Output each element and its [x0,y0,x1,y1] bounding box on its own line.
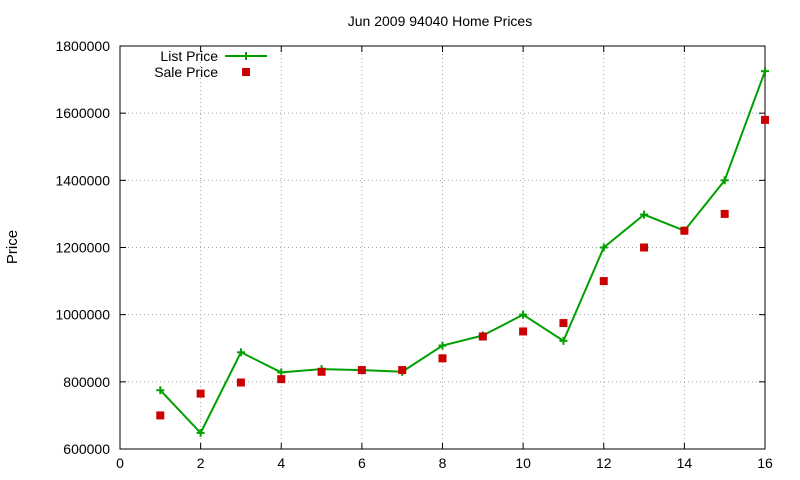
list-price-point [438,341,447,350]
list-price-point [761,67,769,76]
sale-price-point [640,243,649,252]
sale-price-point [478,332,487,341]
list-price-point [277,368,286,377]
sale-price-point [680,226,689,235]
y-tick-label: 1600000 [55,105,110,121]
list-price-point [599,243,608,252]
legend-swatch-marker [242,52,250,60]
sale-price-point [156,411,165,420]
sale-price-point [438,354,447,363]
legend-swatch-marker [242,68,250,76]
sale-price-point [720,209,729,218]
list-price-point [720,176,729,185]
chart-title: Jun 2009 94040 Home Prices [348,13,532,29]
sale-price-point [277,375,286,384]
x-tick-label: 10 [515,455,531,471]
list-price-point [519,310,528,319]
y-tick-label: 1800000 [55,38,110,54]
series-sale-price [156,115,769,420]
legend-label: Sale Price [154,64,218,80]
y-tick-label: 800000 [63,374,110,390]
list-price-point [196,428,205,437]
list-price-point [156,386,165,395]
y-tick-label: 600000 [63,441,110,457]
sale-price-point [317,367,326,376]
sale-price-point [357,366,366,375]
y-tick-label: 1200000 [55,240,110,256]
sale-price-point [599,277,608,286]
list-price-point [559,336,568,345]
x-tick-label: 2 [197,455,205,471]
y-tick-label: 1400000 [55,172,110,188]
x-tick-label: 6 [358,455,366,471]
sale-price-point [559,319,568,328]
x-tick-label: 4 [277,455,285,471]
x-tick-label: 0 [116,455,124,471]
sale-price-point [236,378,245,387]
series-layer [156,67,769,437]
sale-price-point [519,327,528,336]
sale-price-point [196,389,205,398]
x-tick-label: 16 [757,455,773,471]
y-axis-label: Price [4,230,21,264]
grid [120,46,765,449]
sale-price-point [398,366,407,375]
x-tick-label: 14 [677,455,693,471]
x-tick-label: 12 [596,455,612,471]
sale-price-point [761,115,769,124]
x-tick-label: 8 [439,455,447,471]
axis-ticks: 0 2 4 6 8 10 12 14 16 600000 800000 1000000 1200000 1… [55,38,773,471]
list-price-point [236,348,245,357]
list-price-line [159,70,766,434]
list-price-point [640,210,649,219]
legend-label: List Price [160,48,218,64]
y-tick-label: 1000000 [55,307,110,323]
